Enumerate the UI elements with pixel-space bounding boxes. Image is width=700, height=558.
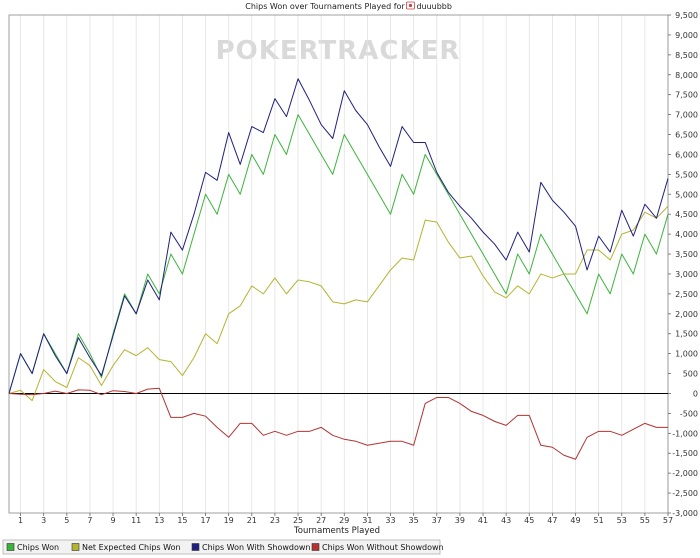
y-tick-label: 3,500 [675,250,698,259]
series-lines [8,78,669,460]
x-tick-label: 23 [270,516,280,525]
grid-layer [20,15,669,513]
x-axis-label: Tournaments Played [293,526,380,536]
chart-title-main: Chips Won over Tournaments Played for [245,2,405,11]
y-tick-label: 4,500 [675,210,698,219]
y-tick-label: 8,500 [675,51,698,60]
y-tick-label: 7,500 [675,91,698,100]
y-tick-label: 1,000 [675,350,698,359]
y-tick-label: 8,000 [675,71,698,80]
x-tick-label: 51 [594,516,604,525]
legend-swatch [311,543,320,551]
legend-box [2,539,441,555]
legend-item: Chips Won Without Showdown [311,543,444,552]
y-tick-label: 0 [693,389,698,398]
x-tick-label: 13 [154,516,164,525]
x-tick-label: 1 [18,516,23,525]
y-tick-label: 2,500 [675,290,698,299]
y-tick-label: 5,000 [675,190,698,199]
legend-item: Chips Won [6,543,59,552]
x-tick-labels: 1 3 5 7 9 11 13 15 17 19 21 23 25 27 29 31 33 35 37 39 41 43 4… [18,513,673,525]
x-tick-label: 35 [409,516,419,525]
y-tick-label: -1,000 [672,429,698,438]
x-tick-label: 41 [478,516,488,525]
y-tick-label: 500 [683,370,698,379]
y-tick-label: 6,000 [675,150,698,159]
y-tick-labels: -3,000 -2,500 -2,000 -1,500 -1,000 -500 0 500 1,… [668,11,698,518]
y-tick-label: 5,500 [675,170,698,179]
y-tick-label: 7,000 [675,111,698,120]
series-line-net-expected-chips-won [8,205,669,402]
x-tick-label: 39 [455,516,465,525]
y-tick-label: -1,500 [672,449,698,458]
y-tick-label: 3,000 [675,270,698,279]
y-tick-label: 6,500 [675,131,698,140]
x-tick-label: 5 [64,516,69,525]
y-tick-label: -500 [680,409,698,418]
y-tick-label: 4,000 [675,230,698,239]
x-tick-label: 27 [316,516,326,525]
x-tick-label: 9 [111,516,116,525]
x-tick-label: 33 [385,516,395,525]
legend-item: Net Expected Chips Won [71,543,181,552]
x-tick-label: 53 [617,516,627,525]
legend-swatch [71,543,80,551]
y-tick-label: -3,000 [672,509,698,518]
series-line-chips-won-with-showdown [8,78,669,394]
legend-label: Chips Won With Showdown [202,543,311,552]
x-tick-label: 7 [87,516,92,525]
series-line-chips-won-without-showdown [8,387,668,460]
plot-area-border [8,14,669,514]
x-tick-label: 31 [362,516,372,525]
legend: Chips Won Net Expected Chips Won Chips Won… [6,543,444,552]
x-tick-label: 21 [247,516,257,525]
legend-label: Chips Won [17,543,59,552]
player-name: duuubbb [416,2,452,11]
legend-label: Net Expected Chips Won [82,543,181,552]
axes [8,14,669,514]
y-tick-label: 1,500 [675,330,698,339]
x-tick-label: 55 [640,516,650,525]
x-tick-label: 37 [432,516,442,525]
x-tick-label: 3 [41,516,46,525]
x-tick-label: 11 [131,516,141,525]
x-tick-label: 17 [200,516,210,525]
x-tick-label: 57 [663,516,673,525]
y-tick-label: 9,000 [675,31,698,40]
y-tick-label: -2,500 [672,489,698,498]
legend-swatch [6,543,15,551]
player-icon [406,1,415,10]
legend-item: Chips Won With Showdown [191,543,311,552]
x-tick-label: 49 [570,516,580,525]
x-tick-label: 47 [547,516,557,525]
chart-title: Chips Won over Tournaments Played for [245,2,405,11]
y-tick-label: -2,000 [672,469,698,478]
x-tick-label: 19 [224,516,234,525]
series-line-chips-won [8,114,669,394]
x-tick-label: 29 [339,516,349,525]
x-tick-label: 45 [524,516,534,525]
y-tick-label: 2,000 [675,310,698,319]
x-tick-label: 43 [501,516,511,525]
watermark-logo: POKERTRACKER [216,36,461,66]
y-tick-label: 9,500 [675,11,698,20]
x-tick-label: 25 [293,516,303,525]
x-tick-label: 15 [177,516,187,525]
legend-swatch [191,543,200,551]
legend-label: Chips Won Without Showdown [322,543,444,552]
